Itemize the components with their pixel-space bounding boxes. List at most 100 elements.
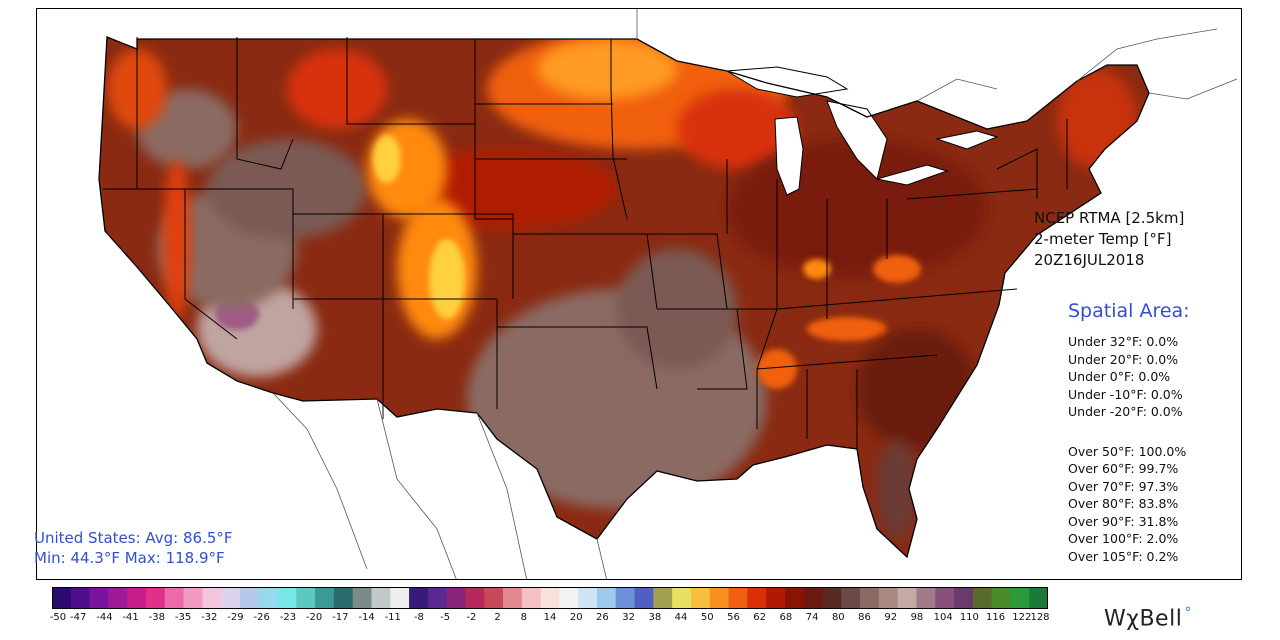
colorbar-tick-label: 92 bbox=[884, 612, 898, 623]
colorbar-swatch bbox=[521, 587, 542, 609]
colorbar-tick-label: 86 bbox=[858, 612, 871, 623]
colorbar-tick-label: 110 bbox=[959, 612, 979, 623]
colorbar-tick-label: 20 bbox=[569, 612, 583, 623]
stat-under-0: Under 0°F: 0.0% bbox=[1068, 369, 1171, 384]
colorbar-swatch bbox=[803, 587, 823, 609]
colorbar-swatch bbox=[239, 587, 260, 609]
colorbar-swatch bbox=[296, 587, 316, 609]
stat-over-100: Over 100°F: 2.0% bbox=[1068, 531, 1179, 546]
colorbar-tick-label: 14 bbox=[543, 612, 557, 623]
colorbar-swatch bbox=[860, 587, 880, 609]
colorbar-tick-label: -11 bbox=[384, 612, 401, 623]
colorbar-swatch bbox=[634, 587, 654, 609]
colorbar-tick-label: 68 bbox=[779, 612, 793, 623]
colorbar-swatch bbox=[991, 587, 1011, 609]
conus-outline bbox=[98, 36, 1150, 559]
colorbar-tick-label: 98 bbox=[910, 612, 924, 623]
colorbar-swatch bbox=[127, 587, 147, 609]
colorbar-tick-label: 50 bbox=[700, 612, 714, 623]
colorbar-tick-label: 128 bbox=[1030, 612, 1050, 623]
colorbar-swatch bbox=[484, 587, 504, 609]
stat-under-32: Under 32°F: 0.0% bbox=[1068, 334, 1179, 349]
colorbar-swatch bbox=[52, 587, 72, 609]
colorbar-tick-label: -38 bbox=[148, 612, 165, 623]
colorbar-swatch bbox=[784, 587, 805, 609]
colorbar-tick-label: -2 bbox=[466, 612, 477, 623]
colorbar-swatch bbox=[822, 587, 842, 609]
colorbar-tick-label: -35 bbox=[174, 612, 192, 623]
state-boundaries bbox=[103, 37, 1068, 449]
colorbar-swatch bbox=[333, 587, 354, 609]
stat-under-minus-10: Under -10°F: 0.0% bbox=[1068, 386, 1183, 402]
colorbar-swatch bbox=[108, 587, 128, 609]
colorbar-swatch bbox=[615, 587, 636, 609]
stats-spacer bbox=[1068, 421, 1186, 443]
colorbar-swatch bbox=[954, 587, 974, 609]
colorbar-swatch bbox=[258, 587, 279, 609]
colorbar-swatch bbox=[352, 587, 372, 609]
colorbar-swatch bbox=[766, 587, 786, 609]
colorbar-swatch bbox=[709, 587, 730, 609]
colorbar-tick-label: 122 bbox=[1012, 612, 1032, 623]
stat-over-70: Over 70°F: 97.3% bbox=[1068, 478, 1179, 494]
colorbar-swatch bbox=[897, 587, 917, 609]
colorbar-swatch bbox=[164, 587, 185, 609]
stat-over-80: Over 80°F: 83.8% bbox=[1068, 496, 1179, 511]
colorbar-swatch bbox=[1010, 587, 1030, 609]
colorbar-tick-label: 2 bbox=[494, 612, 501, 623]
colorbar-swatch bbox=[878, 587, 899, 609]
colorbar-swatch bbox=[596, 587, 617, 609]
colorbar-tick-label: 104 bbox=[933, 612, 953, 623]
us-summary: United States: Avg: 86.5°F Min: 44.3°F M… bbox=[34, 528, 233, 568]
spatial-area-title: Spatial Area: bbox=[1068, 300, 1190, 322]
product-source: NCEP RTMA [2.5km] bbox=[1034, 209, 1185, 227]
spatial-area-stats: Under 32°F: 0.0% Under 20°F: 0.0% Under … bbox=[1068, 333, 1186, 565]
colorbar-tick-label: -8 bbox=[413, 612, 424, 623]
colorbar-tick-label: 26 bbox=[596, 612, 609, 623]
great-lakes bbox=[725, 66, 999, 196]
colorbar-tick-label: -26 bbox=[253, 612, 270, 623]
colorbar-swatch bbox=[390, 587, 410, 609]
colorbar-tick-label: -5 bbox=[440, 612, 451, 623]
colorbar-swatch bbox=[841, 587, 861, 609]
us-min-max: Min: 44.3°F Max: 118.9°F bbox=[34, 549, 225, 567]
colorbar-swatch bbox=[935, 587, 955, 609]
colorbar-swatch bbox=[503, 587, 523, 609]
colorbar-swatch bbox=[672, 587, 692, 609]
stat-over-60: Over 60°F: 99.7% bbox=[1068, 461, 1179, 476]
colorbar-swatch bbox=[465, 587, 485, 609]
colorbar-swatch bbox=[972, 587, 993, 609]
colorbar-swatch bbox=[145, 587, 166, 609]
colorbar-swatch bbox=[427, 587, 448, 609]
colorbar-tick-label: 38 bbox=[648, 612, 662, 623]
colorbar-tick-label: -23 bbox=[279, 612, 297, 623]
colorbar-tick-label: -17 bbox=[332, 612, 349, 623]
map-canvas bbox=[37, 9, 1241, 579]
product-info: NCEP RTMA [2.5km] 2-meter Temp [°F] 20Z1… bbox=[1034, 208, 1234, 271]
stat-over-90: Over 90°F: 31.8% bbox=[1068, 513, 1179, 529]
colorbar-swatch bbox=[183, 587, 203, 609]
colorbar-tick-label: -41 bbox=[122, 612, 139, 623]
logo-text: WχBell bbox=[1104, 606, 1183, 632]
us-average: United States: Avg: 86.5°F bbox=[34, 529, 233, 547]
colorbar-tick-label: -20 bbox=[305, 612, 323, 623]
colorbar-swatch bbox=[690, 587, 711, 609]
colorbar-swatch bbox=[540, 587, 560, 609]
weatherbell-logo: WχBell ° bbox=[1104, 605, 1192, 631]
colorbar-tick-label: 74 bbox=[805, 612, 819, 623]
product-variable: 2-meter Temp [°F] bbox=[1034, 230, 1172, 248]
colorbar-tick-label: 32 bbox=[622, 612, 635, 623]
colorbar-swatch bbox=[409, 587, 429, 609]
colorbar-swatch bbox=[559, 587, 579, 609]
colorbar-tick-label: -50 bbox=[49, 612, 67, 623]
neighbor-country-lines bbox=[272, 9, 1238, 579]
temperature-colorbar bbox=[52, 587, 1048, 609]
colorbar-tick-label: 8 bbox=[520, 612, 527, 623]
stat-over-50: Over 50°F: 100.0% bbox=[1068, 443, 1187, 459]
colorbar-swatch bbox=[70, 587, 91, 609]
stat-under-minus-20: Under -20°F: 0.0% bbox=[1068, 404, 1183, 419]
colorbar-swatch bbox=[221, 587, 241, 609]
colorbar-swatch bbox=[653, 587, 673, 609]
colorbar-swatch bbox=[446, 587, 466, 609]
colorbar-swatch bbox=[371, 587, 391, 609]
